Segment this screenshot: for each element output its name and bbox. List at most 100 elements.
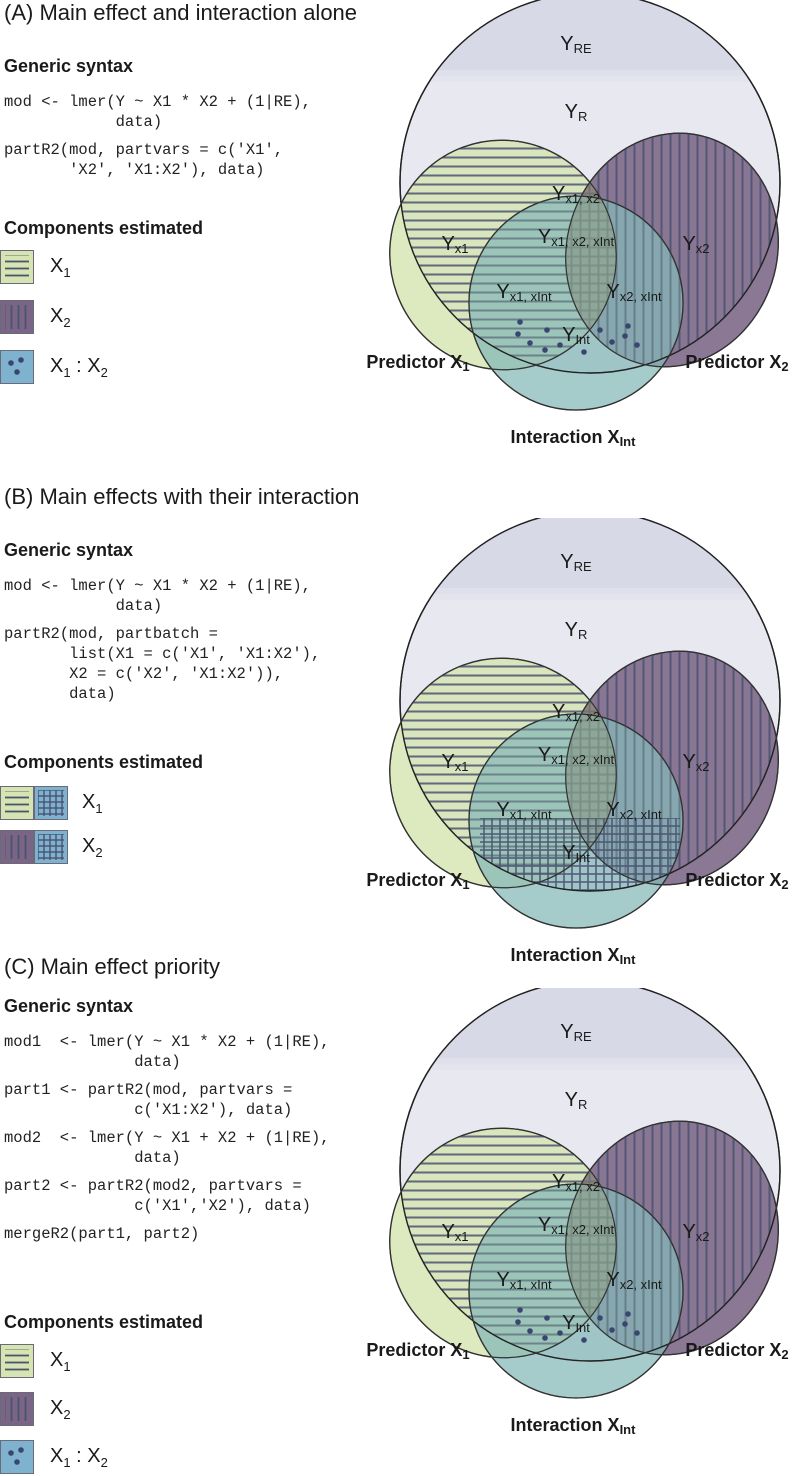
label-y-x1-xint: Yx1, xInt — [496, 1269, 552, 1292]
interaction-dot — [622, 333, 628, 339]
code-line: c('X1','X2'), data) — [4, 1197, 311, 1215]
panel-title: (C) Main effect priority — [4, 954, 220, 979]
random-effect-band — [400, 0, 780, 76]
label-y-x1-x2-xint: Yx1, x2, xInt — [538, 226, 615, 249]
code-line: c('X1:X2'), data) — [4, 1101, 293, 1119]
interaction-dot — [557, 342, 563, 348]
label-y-x2: Yx2 — [682, 233, 709, 256]
label-y-x2-xint: Yx2, xInt — [606, 281, 662, 304]
venn-diagram: YRE YR Yx1, x2 Yx1, x2, xInt Yx1 Yx2 Yx1, xInt… — [366, 518, 789, 967]
code-line: data) — [4, 113, 163, 131]
interaction-dot — [609, 339, 615, 345]
code-line: mod2 <- lmer(Y ~ X1 + X2 + (1|RE), — [4, 1129, 330, 1147]
interaction-dot — [517, 1307, 523, 1313]
swatch-x2 — [0, 830, 34, 864]
interaction-dot — [625, 323, 631, 329]
label-predictor-x1: Predictor X1 — [366, 352, 469, 374]
legend-label: X2 — [82, 835, 103, 860]
label-y-x1-x2: Yx1, x2 — [552, 183, 600, 206]
syntax-heading: Generic syntax — [4, 56, 134, 76]
interaction-dot — [597, 1315, 603, 1321]
code-line: mod1 <- lmer(Y ~ X1 * X2 + (1|RE), — [4, 1033, 330, 1051]
interaction-dot — [622, 1321, 628, 1327]
code-line: data) — [4, 1149, 181, 1167]
code-line: mod <- lmer(Y ~ X1 * X2 + (1|RE), — [4, 93, 311, 111]
venn-diagram: YRE YR Yx1, x2 Yx1, x2, xInt Yx1 Yx2 Yx1, xInt… — [366, 988, 789, 1437]
interaction-dot — [544, 327, 550, 333]
interaction-dot — [517, 319, 523, 325]
label-y-x2: Yx2 — [682, 1221, 709, 1244]
interaction-dot — [542, 1335, 548, 1341]
legend-label: X1 — [50, 255, 71, 280]
interaction-dot — [597, 327, 603, 333]
interaction-dot — [515, 331, 521, 337]
code-line: X2 = c('X2', 'X1:X2')), — [4, 665, 284, 683]
code-line: 'X2', 'X1:X2'), data) — [4, 161, 265, 179]
code-line: mergeR2(part1, part2) — [4, 1225, 200, 1243]
label-interaction: Interaction XInt — [511, 427, 637, 449]
components-heading: Components estimated — [4, 752, 204, 772]
swatch-x1 — [0, 1344, 34, 1378]
swatch-x1 — [0, 786, 34, 820]
interaction-dot — [527, 340, 533, 346]
label-y-x1-xint: Yx1, xInt — [496, 281, 552, 304]
label-y-r: YR — [565, 619, 588, 642]
code-line: partR2(mod, partvars = c('X1', — [4, 141, 284, 159]
label-y-int: YInt — [562, 1312, 590, 1335]
random-effect-band — [400, 518, 780, 594]
label-y-x1-x2-xint: Yx1, x2, xInt — [538, 744, 615, 767]
panel-c: (C) Main effect priority Generic syntax mo… — [0, 940, 796, 1474]
label-y-x1-x2: Yx1, x2 — [552, 701, 600, 724]
interaction-dot — [581, 349, 587, 355]
components-heading: Components estimated — [4, 1312, 204, 1332]
interaction-dot — [515, 1319, 521, 1325]
legend-label: X1 — [82, 791, 103, 816]
label-y-r: YR — [565, 1089, 588, 1112]
label-y-x1: Yx1 — [441, 233, 468, 256]
interaction-dot — [557, 1330, 563, 1336]
swatch-x2 — [0, 1392, 34, 1426]
label-predictor-x2: Predictor X2 — [685, 1340, 788, 1362]
label-y-int: YInt — [562, 324, 590, 347]
label-y-x2: Yx2 — [682, 751, 709, 774]
label-interaction: Interaction XInt — [511, 1415, 637, 1437]
swatch-interaction-grid — [34, 786, 68, 820]
interaction-dot — [544, 1315, 550, 1321]
code-line: part1 <- partR2(mod, partvars = — [4, 1081, 293, 1099]
label-y-x1-x2: Yx1, x2 — [552, 1171, 600, 1194]
syntax-heading: Generic syntax — [4, 540, 134, 560]
label-y-x1: Yx1 — [441, 1221, 468, 1244]
interaction-dot — [542, 347, 548, 353]
legend-label: X2 — [50, 1397, 71, 1422]
label-y-x1-x2-xint: Yx1, x2, xInt — [538, 1214, 615, 1237]
code-line: data) — [4, 1053, 181, 1071]
swatch-x2 — [0, 300, 34, 334]
legend-label: X2 — [50, 305, 71, 330]
panel-title: (B) Main effects with their interaction — [4, 484, 360, 509]
label-predictor-x2: Predictor X2 — [685, 870, 788, 892]
interaction-dot — [527, 1328, 533, 1334]
swatch-int-dots — [0, 350, 34, 384]
label-y-x1: Yx1 — [441, 751, 468, 774]
code-line: partR2(mod, partbatch = — [4, 625, 218, 643]
label-interaction: Interaction XInt — [511, 945, 637, 967]
label-predictor-x1: Predictor X1 — [366, 870, 469, 892]
code-line: list(X1 = c('X1', 'X1:X2'), — [4, 645, 321, 663]
legend-label: X1 : X2 — [50, 355, 108, 380]
label-y-r: YR — [565, 101, 588, 124]
interaction-dot — [609, 1327, 615, 1333]
swatch-x1 — [0, 250, 34, 284]
label-predictor-x2: Predictor X2 — [685, 352, 788, 374]
panel-b: (B) Main effects with their interaction G… — [0, 470, 796, 967]
syntax-heading: Generic syntax — [4, 996, 134, 1016]
label-y-re: YRE — [560, 33, 592, 56]
code-line: data) — [4, 685, 116, 703]
interaction-dot — [581, 1337, 587, 1343]
label-y-x1-xint: Yx1, xInt — [496, 799, 552, 822]
label-y-int: YInt — [562, 842, 590, 865]
components-heading: Components estimated — [4, 218, 204, 238]
legend-label: X1 — [50, 1349, 71, 1374]
label-predictor-x1: Predictor X1 — [366, 1340, 469, 1362]
label-y-x2-xint: Yx2, xInt — [606, 1269, 662, 1292]
code-line: part2 <- partR2(mod2, partvars = — [4, 1177, 302, 1195]
